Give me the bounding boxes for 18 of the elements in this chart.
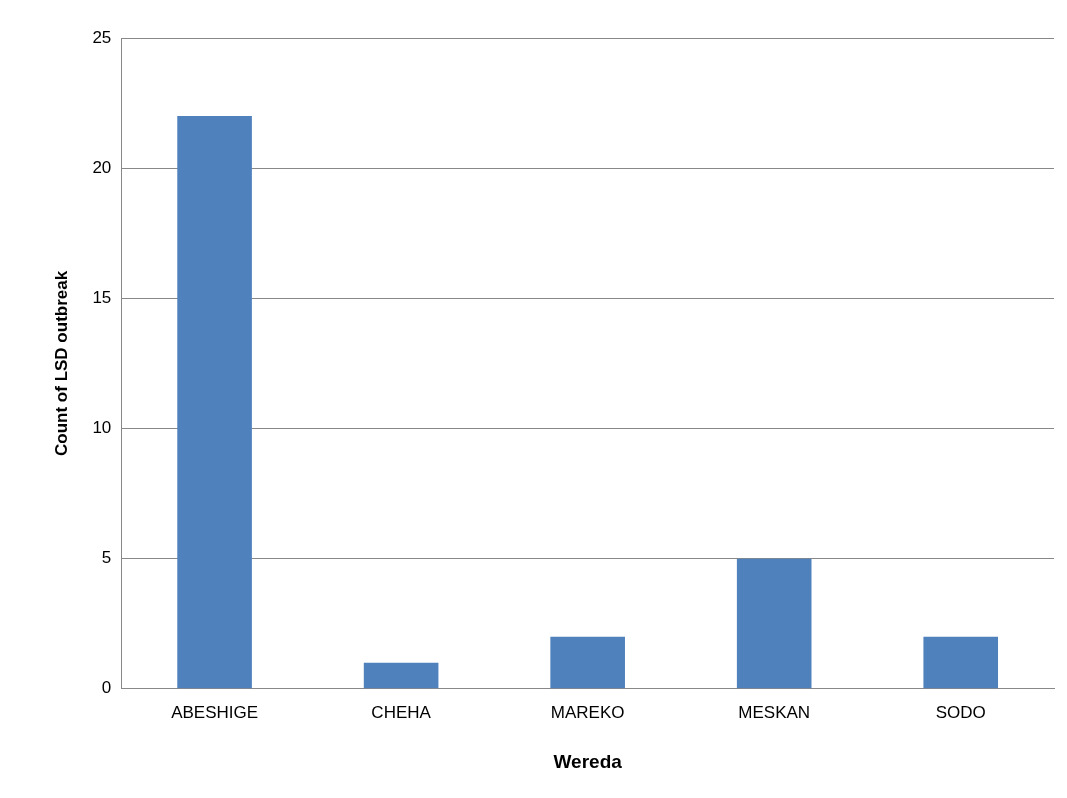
- x-tick-label: MAREKO: [550, 702, 625, 722]
- bar: [363, 662, 439, 689]
- bar: [177, 116, 252, 689]
- y-tick-label: 25: [92, 27, 112, 47]
- y-tick-label: 10: [92, 418, 112, 438]
- y-tick-label: 15: [92, 288, 112, 308]
- bar: [550, 636, 625, 689]
- x-axis-title: Wereda: [553, 750, 623, 772]
- y-axis-title: Count of LSD outbreak: [51, 270, 71, 456]
- bar: [923, 636, 999, 689]
- y-tick-label: 20: [92, 157, 112, 177]
- x-tick-label: MESKAN: [738, 702, 811, 722]
- bar: [736, 558, 812, 689]
- x-tick-label: CHEHA: [371, 702, 432, 722]
- y-tick-label: 0: [101, 678, 112, 698]
- y-tick-label: 5: [101, 548, 112, 568]
- x-tick-label: ABESHIGE: [171, 702, 259, 722]
- x-tick-label: SODO: [935, 702, 986, 722]
